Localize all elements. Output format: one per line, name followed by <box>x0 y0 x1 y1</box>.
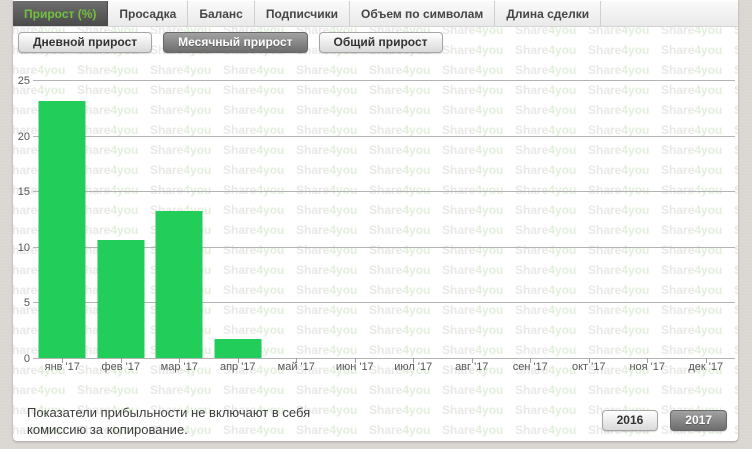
gridline <box>33 80 735 81</box>
gridline <box>33 191 735 193</box>
year-2017-button[interactable]: 2017 <box>670 410 727 431</box>
x-axis-label: ноя '17 <box>629 361 666 373</box>
y-axis-label: 20 <box>17 130 30 143</box>
x-axis-tick <box>237 358 239 363</box>
bar-slot <box>560 80 619 358</box>
x-axis-label: май '17 <box>277 361 315 373</box>
bar-slot <box>150 80 209 358</box>
x-axis-tick <box>354 358 356 363</box>
x-axis-tick <box>705 358 707 363</box>
bar-slot <box>92 80 151 358</box>
x-axis-label: фев '17 <box>101 361 140 373</box>
bar-slot <box>618 80 677 358</box>
x-axis-label: мар '17 <box>160 361 198 373</box>
growth-period-button-group: Дневной прирост Месячный прирост Общий при… <box>18 32 443 53</box>
x-axis-label: июн '17 <box>335 361 374 373</box>
plot-area <box>33 80 735 358</box>
tab-drawdown[interactable]: Просадка <box>108 1 189 26</box>
total-growth-button[interactable]: Общий прирост <box>318 32 443 53</box>
x-axis-tick <box>179 358 181 363</box>
x-axis-labels: янв '17 фев '17 мар '17 апр '17 май '17 июн '… <box>33 361 735 373</box>
x-axis-label: окт '17 <box>572 361 606 373</box>
fee-disclaimer-text: Показатели прибыльности не включают в се… <box>27 405 311 437</box>
bar <box>97 240 145 358</box>
x-axis-tick <box>530 358 532 363</box>
y-axis-label: 15 <box>17 186 30 199</box>
statistics-widget: Share4youShare4youShare4youShare4youShar… <box>13 0 738 441</box>
tab-volume-by-symbols[interactable]: Объем по символам <box>350 1 496 26</box>
gridline <box>33 246 735 248</box>
x-axis-label: июл '17 <box>394 361 433 373</box>
x-axis-label: сен '17 <box>512 361 548 373</box>
tab-balance[interactable]: Баланс <box>188 1 255 26</box>
gridline <box>33 358 735 359</box>
monthly-growth-button[interactable]: Месячный прирост <box>163 32 308 53</box>
daily-growth-button[interactable]: Дневной прирост <box>18 32 153 53</box>
bar <box>214 339 262 358</box>
x-axis-tick <box>647 358 649 363</box>
tab-growth-percent[interactable]: Прирост (%) <box>13 1 109 26</box>
x-axis-label: янв '17 <box>44 361 80 373</box>
year-button-group: 2016 2017 <box>601 410 727 431</box>
y-axis-label: 25 <box>17 75 30 87</box>
year-2016-button[interactable]: 2016 <box>601 410 659 431</box>
bar-slot <box>677 80 736 358</box>
tab-subscribers[interactable]: Подписчики <box>255 1 350 26</box>
bar-slot <box>33 80 92 358</box>
x-axis-label: дек '17 <box>688 361 724 373</box>
y-axis-label: 5 <box>23 297 30 310</box>
x-axis-label: авг '17 <box>455 361 489 373</box>
x-axis-tick <box>296 358 298 363</box>
x-axis-tick <box>471 358 473 363</box>
gridline <box>33 135 735 137</box>
bar-slot <box>267 80 326 358</box>
x-axis-tick <box>588 358 590 363</box>
bar-slot <box>209 80 268 358</box>
gridline <box>33 302 735 304</box>
stats-tab-bar: Прирост (%) Просадка Баланс Подписчики Объем… <box>13 1 738 27</box>
y-axis-label: 0 <box>23 353 30 365</box>
monthly-growth-bar-chart: 0 5 10 15 20 25 янв '17 фев '17 мар '17 апр '17 ма… <box>13 0 738 441</box>
bar-slot <box>501 80 560 358</box>
bar <box>155 211 203 358</box>
bar-slot <box>326 80 385 358</box>
tab-deal-length[interactable]: Длина сделки <box>495 1 602 26</box>
x-axis-tick <box>62 358 64 363</box>
y-axis-label: 10 <box>17 241 30 254</box>
bar-slot <box>443 80 502 358</box>
bar <box>38 101 86 358</box>
x-axis-label: апр '17 <box>219 361 256 373</box>
bar-slot <box>384 80 443 358</box>
x-axis-tick <box>120 358 122 363</box>
x-axis-tick <box>413 358 415 363</box>
